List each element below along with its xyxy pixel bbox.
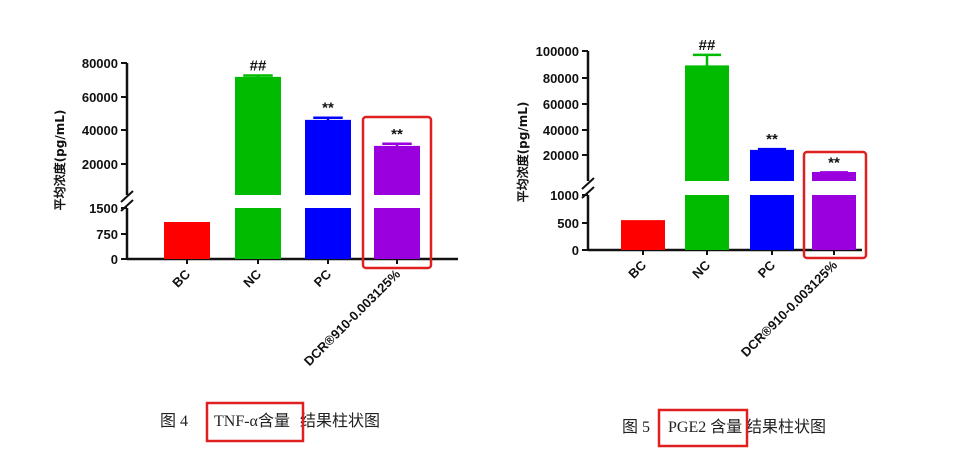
significance-label: ** — [766, 131, 778, 148]
caption-highlight: TNF-α含量 — [214, 412, 290, 430]
category-label: PC — [755, 257, 779, 281]
caption-prefix: 图 4 — [160, 413, 188, 430]
category-label: BC — [169, 266, 193, 290]
y-tick-label: 0 — [572, 243, 579, 258]
pge2-chart: 20000 40000 60000 80000 100000 0 500 1000 平均浓度(p… — [515, 37, 868, 360]
caption-suffix: 结果柱状图 — [300, 412, 380, 430]
bar-nc-upper — [685, 66, 729, 181]
y-tick-label: 60000 — [82, 90, 118, 105]
caption-prefix: 图 5 — [622, 419, 650, 436]
caption-figure-4: 图 4 TNF-α含量 结果柱状图 — [160, 401, 380, 443]
category-label: BC — [625, 257, 649, 281]
caption-figure-5: 图 5 PGE2 含量 结果柱状图 — [622, 408, 826, 448]
y-tick-label: 20000 — [82, 157, 118, 172]
y-tick-label: 20000 — [543, 148, 579, 163]
bar-pc-lower — [750, 195, 794, 250]
y-tick-label: 500 — [557, 216, 579, 231]
bar-pc-upper — [305, 121, 351, 195]
bar-nc-lower — [685, 195, 729, 250]
caption-highlight: PGE2 含量 — [668, 418, 742, 436]
caption-highlight-box — [205, 401, 305, 443]
y-tick-label: 80000 — [82, 56, 118, 71]
caption-highlight-box — [657, 408, 749, 448]
y-axis-label: 平均浓度(pg/mL) — [515, 102, 530, 203]
significance-label: ** — [391, 126, 403, 143]
bar-bc — [164, 223, 210, 259]
y-tick-label: 40000 — [543, 123, 579, 138]
bar-nc-lower — [235, 208, 281, 259]
bar-dcr-lower — [374, 208, 420, 259]
y-tick-label: 0 — [111, 252, 118, 267]
highlight-box — [802, 150, 868, 260]
axis-break-mark — [581, 177, 595, 190]
significance-label: ** — [322, 100, 334, 117]
y-tick-label: 1000 — [550, 188, 579, 203]
y-tick-label: 750 — [96, 227, 118, 242]
bar-bc — [621, 221, 665, 250]
category-label: NC — [240, 266, 264, 290]
category-label: PC — [311, 266, 335, 290]
axis-break-mark — [120, 190, 134, 203]
y-tick-label: 1500 — [89, 201, 118, 216]
bar-dcr-upper — [374, 147, 420, 195]
significance-label: ## — [699, 37, 716, 54]
category-label: DCR®910-0.003125% — [738, 257, 841, 360]
y-tick-label: 60000 — [543, 97, 579, 112]
axis-break-mark — [581, 186, 595, 199]
y-tick-label: 40000 — [82, 123, 118, 138]
bar-pc-lower — [305, 208, 351, 259]
tnf-alpha-chart: 20000 40000 60000 80000 0 750 1500 平均浓度(pg/mL) #… — [52, 56, 458, 369]
significance-label: ** — [828, 154, 840, 171]
bar-nc-upper — [235, 78, 281, 195]
axis-break-mark — [120, 199, 134, 212]
y-tick-label: 80000 — [543, 71, 579, 86]
category-label: NC — [689, 257, 713, 281]
y-tick-label: 100000 — [536, 44, 579, 59]
highlight-box — [361, 115, 433, 270]
bar-pc-upper — [750, 151, 794, 181]
significance-label: ## — [250, 57, 267, 74]
bar-dcr-lower — [812, 195, 856, 250]
bar-dcr-upper — [812, 173, 856, 181]
y-axis-label: 平均浓度(pg/mL) — [52, 110, 67, 211]
caption-suffix: 结果柱状图 — [746, 418, 826, 436]
